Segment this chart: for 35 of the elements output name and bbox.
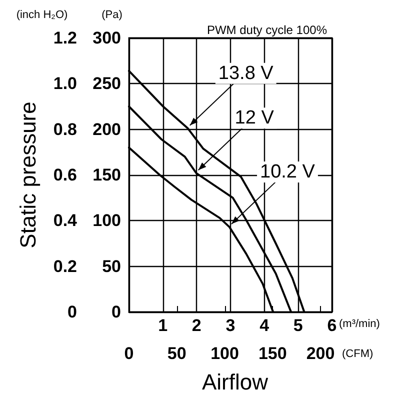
y2-tick-label: 250 bbox=[92, 74, 121, 94]
x2-tick-label: 100 bbox=[210, 344, 239, 363]
y-tick-label: 0.6 bbox=[53, 166, 77, 184]
y-tick-label: 1.2 bbox=[53, 28, 77, 48]
y2-tick-label: 50 bbox=[102, 256, 121, 276]
text: (Pa) bbox=[102, 9, 122, 21]
text: PWM duty cycle 100% bbox=[206, 23, 328, 37]
x2-tick-label: 0 bbox=[124, 344, 134, 363]
text: (CFM) bbox=[342, 348, 374, 360]
x-tick-label: 6 bbox=[327, 316, 337, 335]
y-tick-label: 0.4 bbox=[53, 211, 78, 230]
text: (m³/min) bbox=[339, 318, 380, 330]
y2-tick-label: 0 bbox=[112, 302, 121, 322]
x2-tick-label: 150 bbox=[258, 344, 287, 363]
text: 13.8 V bbox=[218, 62, 274, 84]
x-tick-label: 4 bbox=[260, 316, 270, 335]
y-tick-label: 0 bbox=[68, 302, 77, 322]
x2-tick-label: 200 bbox=[306, 344, 335, 363]
y2-tick-label: 200 bbox=[92, 120, 121, 139]
y-tick-label: 0.8 bbox=[53, 120, 77, 139]
x2-tick-label: 50 bbox=[167, 344, 186, 363]
y2-tick-label: 100 bbox=[92, 211, 121, 230]
text: 10.2 V bbox=[260, 162, 316, 183]
text: (inch H₂O) bbox=[16, 9, 68, 21]
x-tick-label: 1 bbox=[158, 316, 168, 335]
legend-label: 12 V bbox=[234, 108, 274, 129]
x-tick-label: 5 bbox=[293, 316, 303, 335]
x-tick-label: 3 bbox=[226, 316, 236, 335]
y-axis-title: Static pressure bbox=[16, 102, 40, 248]
y-tick-label: 1.0 bbox=[53, 74, 77, 94]
y2-tick-label: 300 bbox=[92, 28, 121, 48]
x-tick-label: 2 bbox=[192, 316, 202, 335]
y2-tick-label: 150 bbox=[92, 166, 121, 184]
x-axis-title: Airflow bbox=[202, 370, 268, 394]
y-tick-label: 0.2 bbox=[53, 256, 77, 276]
